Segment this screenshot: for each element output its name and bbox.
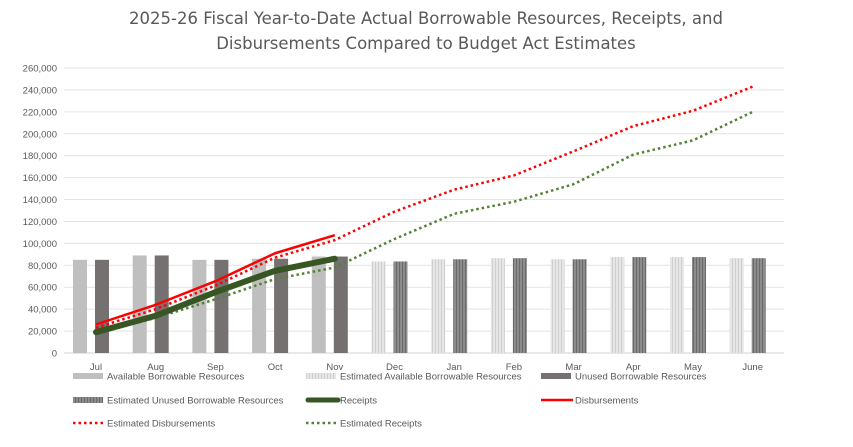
- x-tick-label: Mar: [565, 362, 581, 373]
- legend-swatch: [73, 373, 103, 379]
- y-tick-label: 40,000: [28, 305, 57, 316]
- x-tick-label: Jan: [447, 362, 462, 373]
- bar-actual-light-jul: [73, 259, 87, 353]
- x-tick-label: Nov: [326, 362, 343, 373]
- y-tick-label: 160,000: [23, 173, 57, 184]
- bar-estimated-dark-mar: [572, 259, 587, 353]
- x-tick-label: Dec: [386, 362, 403, 373]
- legend-item: Estimated Unused Borrowable Resources: [73, 396, 284, 407]
- x-tick-label: Jul: [90, 362, 102, 373]
- bar-estimated-light-mar: [550, 259, 565, 353]
- legend-item: Disbursements: [541, 396, 639, 407]
- line-disbursements: [95, 233, 336, 326]
- legend-label: Estimated Disbursements: [107, 419, 215, 430]
- x-tick-label: Aug: [147, 362, 164, 373]
- bar-estimated-light-may: [670, 257, 684, 353]
- y-tick-label: 180,000: [23, 151, 57, 162]
- bar-estimated-dark-dec: [393, 261, 408, 353]
- y-tick-label: 120,000: [23, 217, 57, 228]
- bar-estimated-dark-june: [751, 258, 766, 353]
- chart-title-line-1: 2025-26 Fiscal Year-to-Date Actual Borro…: [129, 9, 723, 28]
- y-tick-label: 260,000: [23, 64, 57, 75]
- x-tick-label: Oct: [268, 362, 283, 373]
- y-tick-label: 220,000: [23, 107, 57, 118]
- line-estimated-receipts: [95, 110, 754, 335]
- bar-estimated-light-apr: [610, 257, 625, 353]
- legend-label: Estimated Unused Borrowable Resources: [107, 396, 284, 407]
- line-estimated-disbursements: [95, 85, 754, 329]
- legend-item: Receipts: [305, 396, 377, 407]
- legend-label: Available Borrowable Resources: [107, 372, 244, 383]
- chart-title-line-2: Disbursements Compared to Budget Act Est…: [216, 34, 636, 53]
- x-tick-label: May: [684, 362, 702, 373]
- y-tick-label: 100,000: [23, 239, 57, 250]
- legend-label: Unused Borrowable Resources: [575, 372, 707, 383]
- bar-estimated-light-feb: [490, 258, 505, 353]
- legend-label: Disbursements: [575, 396, 639, 407]
- lines: [93, 85, 754, 336]
- legend-item: Estimated Available Borrowable Resources: [306, 372, 522, 383]
- bar-actual-dark-aug: [154, 255, 169, 353]
- legend-item: Available Borrowable Resources: [73, 372, 244, 383]
- x-tick-label: Sep: [207, 362, 224, 373]
- line-receipts: [93, 255, 338, 336]
- bar-actual-dark-oct: [274, 258, 289, 353]
- bars: [73, 255, 766, 353]
- bar-actual-dark-nov: [333, 256, 348, 353]
- bar-actual-light-aug: [132, 255, 147, 353]
- bar-actual-light-oct: [252, 258, 267, 353]
- legend: Available Borrowable Resources Estimated …: [73, 372, 707, 430]
- legend-swatch: [541, 373, 571, 379]
- bar-actual-dark-jul: [95, 259, 109, 353]
- x-tick-label: Apr: [626, 362, 641, 373]
- y-tick-label: 0: [52, 349, 57, 360]
- x-axis-ticks: Jul Aug Sep Oct Nov Dec Jan Feb Mar Apr May June: [90, 362, 763, 373]
- legend-item: Unused Borrowable Resources: [541, 372, 707, 383]
- legend-label: Receipts: [340, 396, 377, 407]
- bar-estimated-light-june: [729, 258, 744, 353]
- y-tick-label: 80,000: [28, 261, 57, 272]
- bar-actual-dark-sep: [214, 259, 229, 353]
- bar-actual-light-nov: [311, 256, 326, 353]
- bar-actual-light-sep: [192, 259, 207, 353]
- legend-item: Estimated Receipts: [306, 419, 422, 430]
- y-tick-label: 60,000: [28, 283, 57, 294]
- y-tick-label: 240,000: [23, 85, 57, 96]
- bar-estimated-dark-feb: [512, 258, 527, 353]
- bar-estimated-dark-jan: [453, 259, 468, 353]
- x-tick-label: Feb: [506, 362, 522, 373]
- y-tick-label: 20,000: [28, 327, 57, 338]
- bar-estimated-dark-apr: [632, 257, 647, 353]
- bar-estimated-light-jan: [431, 259, 446, 353]
- y-tick-label: 140,000: [23, 195, 57, 206]
- y-axis-ticks: 0 20,000 40,000 60,000 80,000 100,000 120,000 1…: [23, 64, 57, 360]
- gridlines: [64, 67, 784, 354]
- legend-item: Estimated Disbursements: [73, 419, 215, 430]
- legend-swatch: [73, 397, 103, 403]
- bar-estimated-light-dec: [371, 261, 386, 353]
- legend-swatch: [306, 373, 336, 379]
- legend-label: Estimated Receipts: [340, 419, 422, 430]
- bar-estimated-dark-may: [692, 257, 706, 353]
- x-tick-label: June: [742, 362, 763, 373]
- y-tick-label: 200,000: [23, 129, 57, 140]
- legend-label: Estimated Available Borrowable Resources: [340, 372, 522, 383]
